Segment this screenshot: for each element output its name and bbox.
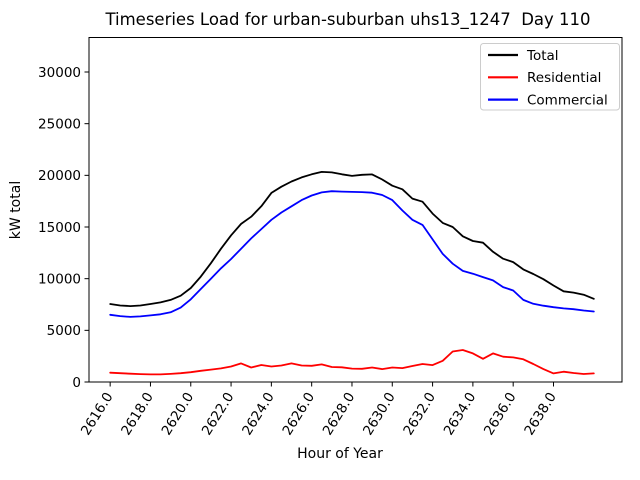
x-tick-label: 2616.0: [78, 390, 117, 439]
x-tick-label: 2622.0: [199, 390, 238, 439]
x-tick-label: 2630.0: [360, 390, 399, 439]
x-tick-label: 2636.0: [481, 390, 520, 439]
y-tick-label: 10000: [38, 271, 81, 287]
plot-area-border: [88, 37, 623, 383]
x-tick-label: 2624.0: [239, 390, 278, 439]
x-tick-label: 2620.0: [159, 390, 198, 439]
series-line-commercial: [109, 190, 595, 318]
x-tick-label: 2634.0: [441, 390, 480, 439]
y-tick-label: 5000: [47, 323, 81, 339]
x-tick-label: 2632.0: [400, 390, 439, 439]
y-tick-label: 20000: [38, 168, 81, 184]
y-tick-label: 25000: [38, 116, 81, 132]
y-tick-label: 0: [72, 375, 81, 391]
y-tick-label: 15000: [38, 220, 81, 236]
x-tick-label: 2628.0: [320, 390, 359, 439]
y-tick-label: 30000: [38, 65, 81, 81]
x-tick-label: 2618.0: [118, 390, 157, 439]
x-tick-label: 2638.0: [521, 390, 560, 439]
legend-label-commercial: Commercial: [527, 92, 608, 108]
x-axis-label: Hour of Year: [297, 446, 383, 462]
legend-label-total: Total: [526, 48, 559, 64]
chart-title: Timeseries Load for urban-suburban uhs13…: [104, 10, 590, 30]
y-axis-label: kW total: [8, 181, 24, 239]
series-line-residential: [109, 349, 595, 376]
legend-box: [480, 43, 620, 111]
x-tick-label: 2626.0: [279, 390, 318, 439]
legend-label-residential: Residential: [527, 70, 601, 86]
legend: Total Residential Commercial: [480, 43, 620, 111]
series-line-total: [109, 170, 595, 308]
